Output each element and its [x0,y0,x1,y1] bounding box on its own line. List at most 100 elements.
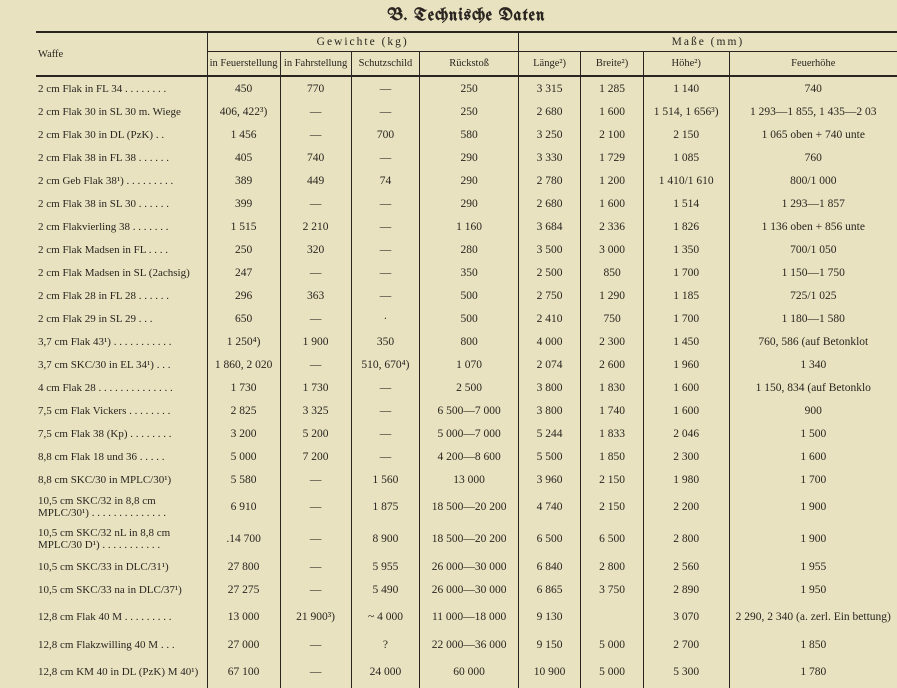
header-group-masse: Maße (mm) [518,32,897,52]
cell-waffe: 7,5 cm Flak Vickers . . . . . . . . [36,399,207,422]
cell-feuerhohe: 1 293—1 855, 1 435—2 03 [729,100,897,123]
cell-fahrstellung: — [280,192,351,215]
cell-schutzschild: — [351,399,420,422]
cell-waffe: 2 cm Geb Flak 38¹) . . . . . . . . . [36,169,207,192]
cell-waffe: 12,8 cm Flakzwilling 40 M . . . [36,633,207,656]
cell-feuerstellung: 405 [207,146,280,169]
table-row: 2 cm Flak 28 in FL 28 . . . . . .296363—… [36,284,897,307]
cell-schutzschild: — [351,445,420,468]
cell-lange: 3 330 [518,146,580,169]
cell-lange: 2 750 [518,284,580,307]
cell-ruckstoss: 350 [420,261,518,284]
cell-schutzschild: 5 490 [351,578,420,601]
cell-feuerhohe: 1 136 oben + 856 unte [729,215,897,238]
cell-breite: 1 600 [581,100,643,123]
cell-fahrstellung: 1 730 [280,376,351,399]
table-row: 2 cm Flak 30 in SL 30 m. Wiege406, 422³)… [36,100,897,123]
cell-hohe: 1 980 [643,468,729,491]
cell-schutzschild: 510, 670⁴) [351,353,420,376]
cell-feuerstellung: 1 456 [207,123,280,146]
cell-hohe: 2 200 [643,491,729,523]
cell-ruckstoss: 2 500 [420,376,518,399]
cell-lange: 5 500 [518,445,580,468]
cell-fahrstellung: 449 [280,169,351,192]
cell-schutzschild: 350 [351,330,420,353]
cell-lange: 2 500 [518,261,580,284]
cell-feuerstellung: 27 800 [207,555,280,578]
cell-schutzschild: 5 955 [351,555,420,578]
cell-ruckstoss: 580 [420,123,518,146]
cell-fahrstellung: — [280,123,351,146]
cell-schutzschild: 8 900 [351,523,420,555]
cell-waffe: 3,7 cm SKC/30 in EL 34¹) . . . [36,353,207,376]
cell-waffe: 12,8 cm Flak 40 M . . . . . . . . . [36,601,207,633]
cell-ruckstoss: 500 [420,284,518,307]
cell-waffe: 2 cm Flak 30 in SL 30 m. Wiege [36,100,207,123]
table-row: 7,5 cm Flak Vickers . . . . . . . .2 825… [36,399,897,422]
cell-hohe: 1 085 [643,146,729,169]
cell-ruckstoss: 5 000—7 000 [420,422,518,445]
cell-feuerstellung: 5 000 [207,445,280,468]
cell-breite: 3 000 [581,238,643,261]
cell-ruckstoss: 26 000—30 000 [420,555,518,578]
cell-feuerhohe: 725/1 025 [729,284,897,307]
cell-fahrstellung: — [280,523,351,555]
table-row: 8,8 cm Flak 18 und 36 . . . . .5 0007 20… [36,445,897,468]
cell-breite: 1 830 [581,376,643,399]
cell-fahrstellung: — [280,633,351,656]
cell-feuerstellung: 27 275 [207,578,280,601]
cell-fahrstellung: 1 900 [280,330,351,353]
cell-feuerhohe: 1 955 [729,555,897,578]
cell-fahrstellung: 5 200 [280,422,351,445]
cell-lange: 2 410 [518,307,580,330]
table-row: 7,5 cm Flak 38 (Kp) . . . . . . . .3 200… [36,422,897,445]
cell-waffe: 2 cm Flak in FL 34 . . . . . . . . [36,76,207,100]
header-feuerstellung: in Feuerstellung [207,52,280,77]
cell-feuerstellung: 6 910 [207,491,280,523]
cell-waffe: 10,5 cm SKC/33 na in DLC/37¹) [36,578,207,601]
cell-breite: 1 740 [581,399,643,422]
cell-breite: 2 336 [581,215,643,238]
cell-schutzschild: — [351,100,420,123]
cell-feuerstellung: 5 580 [207,468,280,491]
cell-lange: 3 960 [518,468,580,491]
cell-feuerhohe: 760, 586 (auf Betonklot [729,330,897,353]
cell-lange: 3 800 [518,399,580,422]
cell-hohe: 1 514, 1 656³) [643,100,729,123]
cell-feuerstellung: 1 860, 2 020 [207,353,280,376]
cell-fahrstellung: 2 210 [280,215,351,238]
cell-feuerhohe: 800/1 000 [729,169,897,192]
cell-hohe: 3 070 [643,601,729,633]
cell-fahrstellung: — [280,578,351,601]
cell-fahrstellung: 740 [280,146,351,169]
cell-hohe: 1 140 [643,76,729,100]
table-row: 2 cm Flak 38 in SL 30 . . . . . .399——29… [36,192,897,215]
cell-breite: 2 300 [581,330,643,353]
cell-ruckstoss: 18 500—20 200 [420,523,518,555]
cell-lange: 3 500 [518,238,580,261]
cell-waffe: 2 cm Flak Madsen in FL . . . . [36,238,207,261]
cell-feuerstellung: 399 [207,192,280,215]
cell-feuerstellung: 389 [207,169,280,192]
header-breite: Breite²) [581,52,643,77]
cell-waffe: 2 cm Flak Madsen in SL (2achsig) [36,261,207,284]
table-row: 10,5 cm SKC/32 in 8,8 cm MPLC/30¹) . . .… [36,491,897,523]
cell-ruckstoss: 250 [420,100,518,123]
table-row: 4 cm Flak 28 . . . . . . . . . . . . . .… [36,376,897,399]
cell-hohe: 1 826 [643,215,729,238]
cell-breite: 1 850 [581,445,643,468]
cell-hohe: 2 890 [643,578,729,601]
cell-ruckstoss: 800 [420,330,518,353]
cell-breite: 5 000 [581,656,643,688]
page-title: B. Technische Daten [36,8,897,25]
cell-ruckstoss: 250 [420,76,518,100]
cell-ruckstoss: 26 000—30 000 [420,578,518,601]
cell-hohe: 1 600 [643,399,729,422]
header-hohe: Höhe²) [643,52,729,77]
table-row: 10,5 cm SKC/33 na in DLC/37¹)27 275—5 49… [36,578,897,601]
table-row: 2 cm Flakvierling 38 . . . . . . .1 5152… [36,215,897,238]
cell-ruckstoss: 11 000—18 000 [420,601,518,633]
cell-fahrstellung: 770 [280,76,351,100]
cell-fahrstellung: — [280,100,351,123]
cell-ruckstoss: 18 500—20 200 [420,491,518,523]
